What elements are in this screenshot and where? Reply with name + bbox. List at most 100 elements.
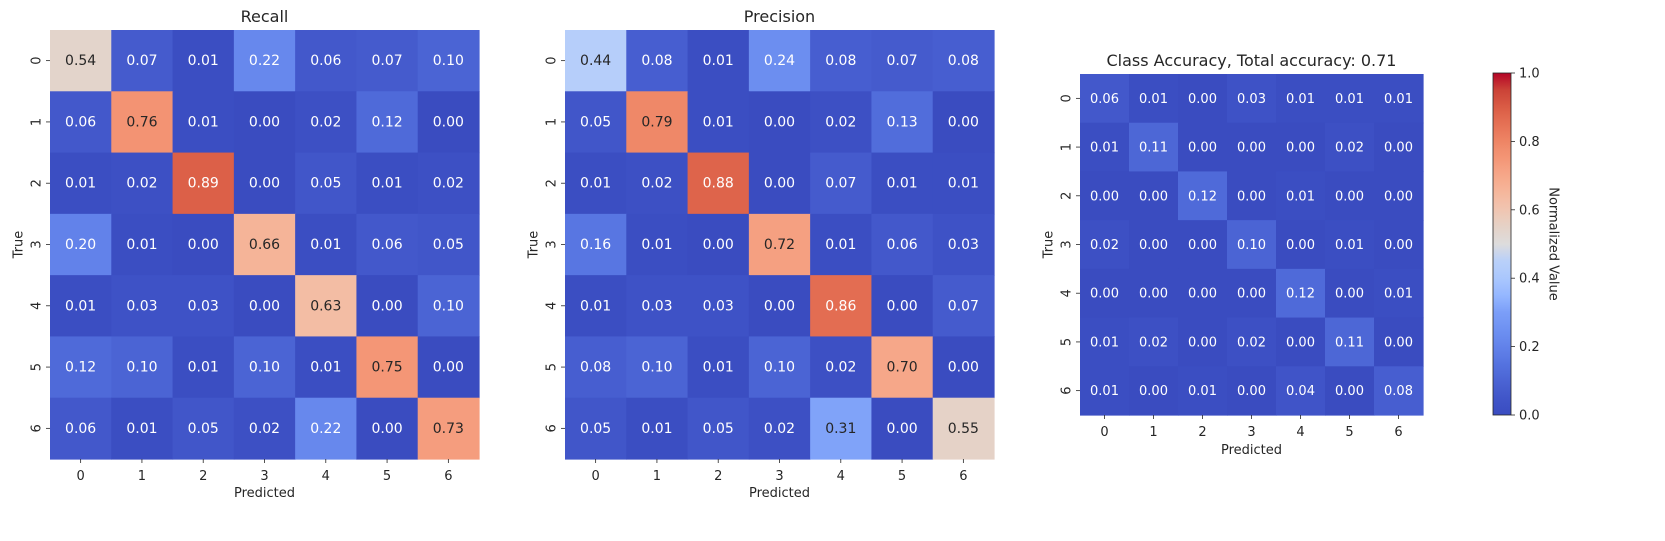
heatmap-cell bbox=[1276, 122, 1326, 173]
heatmap-cell bbox=[1325, 366, 1375, 416]
heatmap-cell bbox=[111, 30, 174, 92]
colorbar: 0.0 0.2 0.4 0.6 0.8 1.0 Normalized Value bbox=[1492, 67, 1561, 424]
heatmap-cell bbox=[1325, 317, 1375, 367]
heatmap-cell bbox=[295, 336, 358, 399]
heatmap-cell bbox=[356, 336, 419, 399]
cell-value-label: 0.22 bbox=[249, 53, 280, 69]
heatmap-cell bbox=[565, 397, 627, 460]
cell-value-label: 0.05 bbox=[433, 237, 464, 253]
cell-value-label: 0.06 bbox=[310, 53, 341, 69]
heatmap-cell bbox=[356, 30, 419, 92]
cell-value-label: 0.02 bbox=[249, 421, 280, 437]
x-tick-label: 3 bbox=[260, 469, 268, 484]
x-tick-label: 6 bbox=[1394, 425, 1402, 440]
heatmap-cell bbox=[111, 275, 174, 338]
y-tick-label: 0 bbox=[1060, 94, 1075, 102]
colorbar-tick-label: 0.4 bbox=[1519, 272, 1540, 287]
x-tick-label: 2 bbox=[199, 469, 207, 484]
heatmap-cell bbox=[1227, 220, 1277, 270]
x-tick-label: 6 bbox=[444, 469, 452, 484]
cell-value-label: 0.70 bbox=[886, 360, 917, 376]
cell-value-label: 0.44 bbox=[580, 53, 611, 69]
heatmap-precision: 0.44 0.08 0.01 0.24 0.08 0.07 0.08 0.05 0.79 0.01… bbox=[527, 7, 995, 501]
heatmap-cell bbox=[748, 91, 811, 154]
heatmap-cell bbox=[565, 30, 627, 92]
cell-value-label: 0.02 bbox=[825, 114, 856, 130]
heatmap-cell bbox=[687, 152, 750, 215]
heatmap-cell bbox=[111, 213, 174, 276]
heatmap-cell bbox=[1227, 74, 1277, 124]
cell-value-label: 0.00 bbox=[886, 298, 917, 314]
cell-value-label: 0.00 bbox=[1139, 238, 1168, 253]
x-tick-label: 1 bbox=[1149, 425, 1157, 440]
cell-value-label: 0.07 bbox=[126, 53, 157, 69]
cell-value-label: 0.02 bbox=[1335, 141, 1364, 156]
heatmap-cell bbox=[932, 30, 995, 92]
heatmap-cell bbox=[1374, 171, 1424, 221]
cell-value-label: 0.00 bbox=[1188, 92, 1217, 107]
chart-title: Recall bbox=[241, 7, 289, 26]
cell-value-label: 0.00 bbox=[1335, 384, 1364, 399]
cell-value-label: 0.01 bbox=[65, 176, 96, 192]
heatmap-cell bbox=[1276, 366, 1326, 416]
heatmap-cell bbox=[1325, 171, 1375, 221]
cell-value-label: 0.01 bbox=[580, 176, 611, 192]
heatmap-cell bbox=[626, 30, 689, 92]
cell-value-label: 0.00 bbox=[249, 176, 280, 192]
heatmap-cell bbox=[233, 152, 296, 215]
cell-value-label: 0.13 bbox=[886, 114, 917, 130]
x-tick-label: 1 bbox=[653, 469, 661, 484]
cell-value-label: 0.07 bbox=[825, 176, 856, 192]
heatmap-cell bbox=[233, 30, 296, 92]
heatmap-cell bbox=[1227, 317, 1277, 367]
chart-title: Precision bbox=[744, 7, 815, 26]
heatmap-cell bbox=[871, 213, 934, 276]
heatmap-cell bbox=[932, 213, 995, 276]
cell-value-label: 0.89 bbox=[188, 176, 219, 192]
heatmap-cell bbox=[1129, 317, 1179, 367]
cell-value-label: 0.03 bbox=[188, 298, 219, 314]
y-tick-label: 4 bbox=[30, 302, 45, 310]
heatmap-cell bbox=[810, 275, 873, 338]
heatmap-cell bbox=[356, 213, 419, 276]
cell-value-label: 0.01 bbox=[65, 298, 96, 314]
heatmap-cell bbox=[565, 91, 627, 154]
cell-value-label: 0.00 bbox=[948, 360, 979, 376]
heatmap-cell bbox=[932, 397, 995, 460]
heatmap-cell bbox=[1276, 220, 1326, 270]
heatmap-class-accuracy: 0.06 0.01 0.00 0.03 0.01 0.01 0.01 0.01 0.11 0.00… bbox=[1042, 51, 1424, 458]
heatmap-cell bbox=[50, 397, 112, 460]
cell-value-label: 0.06 bbox=[371, 237, 402, 253]
heatmap-cell bbox=[1080, 366, 1130, 416]
heatmap-cell bbox=[1129, 366, 1179, 416]
cell-value-label: 0.01 bbox=[641, 237, 672, 253]
cell-value-label: 0.12 bbox=[1286, 287, 1315, 302]
cell-value-label: 0.03 bbox=[703, 298, 734, 314]
cell-value-label: 0.00 bbox=[703, 237, 734, 253]
cell-value-label: 0.00 bbox=[1139, 384, 1168, 399]
cell-value-label: 0.00 bbox=[433, 360, 464, 376]
y-tick-label: 2 bbox=[1060, 192, 1075, 200]
heatmap-cell bbox=[748, 152, 811, 215]
colorbar-tick-label: 0.0 bbox=[1519, 409, 1540, 424]
cell-value-label: 0.01 bbox=[948, 176, 979, 192]
cell-value-label: 0.02 bbox=[310, 114, 341, 130]
heatmap-cell bbox=[1325, 268, 1375, 319]
cell-value-label: 0.10 bbox=[764, 360, 795, 376]
heatmap-cell bbox=[565, 213, 627, 276]
heatmap-cell bbox=[1129, 220, 1179, 270]
cell-value-label: 0.00 bbox=[1188, 287, 1217, 302]
cell-value-label: 0.12 bbox=[65, 360, 96, 376]
heatmap-cell bbox=[1080, 317, 1130, 367]
cell-value-label: 0.01 bbox=[1188, 384, 1217, 399]
cell-value-label: 0.01 bbox=[126, 421, 157, 437]
heatmap-cell bbox=[626, 275, 689, 338]
cell-value-label: 0.00 bbox=[1188, 238, 1217, 253]
heatmap-cell bbox=[1178, 220, 1228, 270]
cell-value-label: 0.20 bbox=[65, 237, 96, 253]
cell-value-label: 0.03 bbox=[948, 237, 979, 253]
cell-value-label: 0.00 bbox=[188, 237, 219, 253]
cell-value-label: 0.01 bbox=[310, 360, 341, 376]
heatmap-cell bbox=[748, 336, 811, 399]
